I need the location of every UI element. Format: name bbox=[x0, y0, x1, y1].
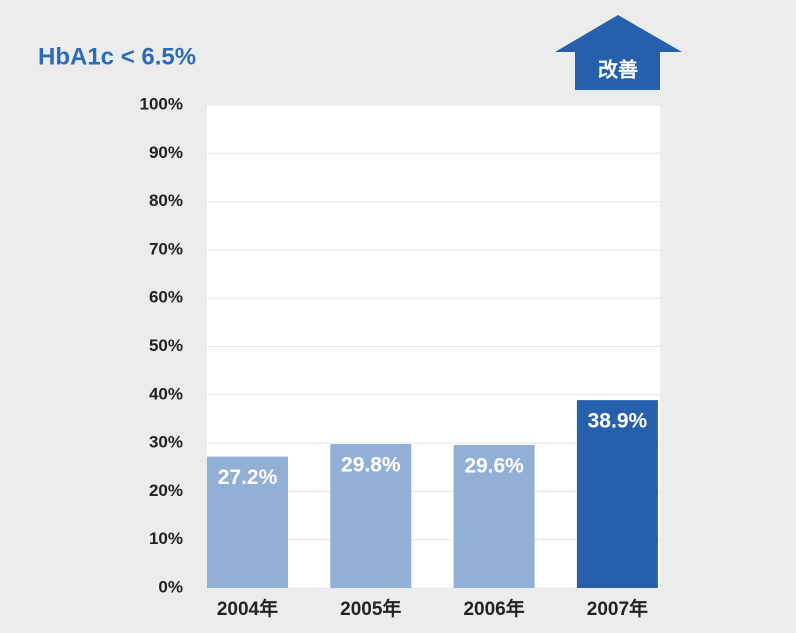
y-tick-label: 30% bbox=[149, 433, 183, 452]
y-tick-label: 50% bbox=[149, 336, 183, 355]
y-tick-label: 100% bbox=[140, 94, 183, 113]
value-label: 27.2% bbox=[218, 466, 278, 489]
bar bbox=[453, 445, 535, 588]
improvement-arrow bbox=[555, 15, 682, 90]
value-label: 29.6% bbox=[464, 455, 524, 478]
bar bbox=[330, 444, 412, 588]
x-tick-label: 2006年 bbox=[463, 597, 524, 620]
badge-label: 改善 bbox=[598, 57, 638, 81]
bar bbox=[207, 456, 288, 588]
y-tick-label: 10% bbox=[149, 529, 183, 548]
y-tick-label: 90% bbox=[149, 143, 183, 162]
y-tick-label: 20% bbox=[149, 481, 183, 500]
y-tick-label: 60% bbox=[149, 288, 183, 307]
value-label: 38.9% bbox=[588, 410, 648, 433]
y-tick-label: 70% bbox=[149, 239, 183, 258]
x-tick-label: 2004年 bbox=[217, 597, 278, 620]
x-tick-label: 2005年 bbox=[340, 597, 401, 620]
y-tick-label: 40% bbox=[149, 384, 183, 403]
chart-title: HbA1c < 6.5% bbox=[38, 43, 196, 70]
y-tick-label: 0% bbox=[158, 577, 183, 596]
value-label: 29.8% bbox=[341, 454, 401, 477]
bar bbox=[576, 400, 658, 588]
y-tick-label: 80% bbox=[149, 191, 183, 210]
x-tick-label: 2007年 bbox=[587, 597, 648, 620]
